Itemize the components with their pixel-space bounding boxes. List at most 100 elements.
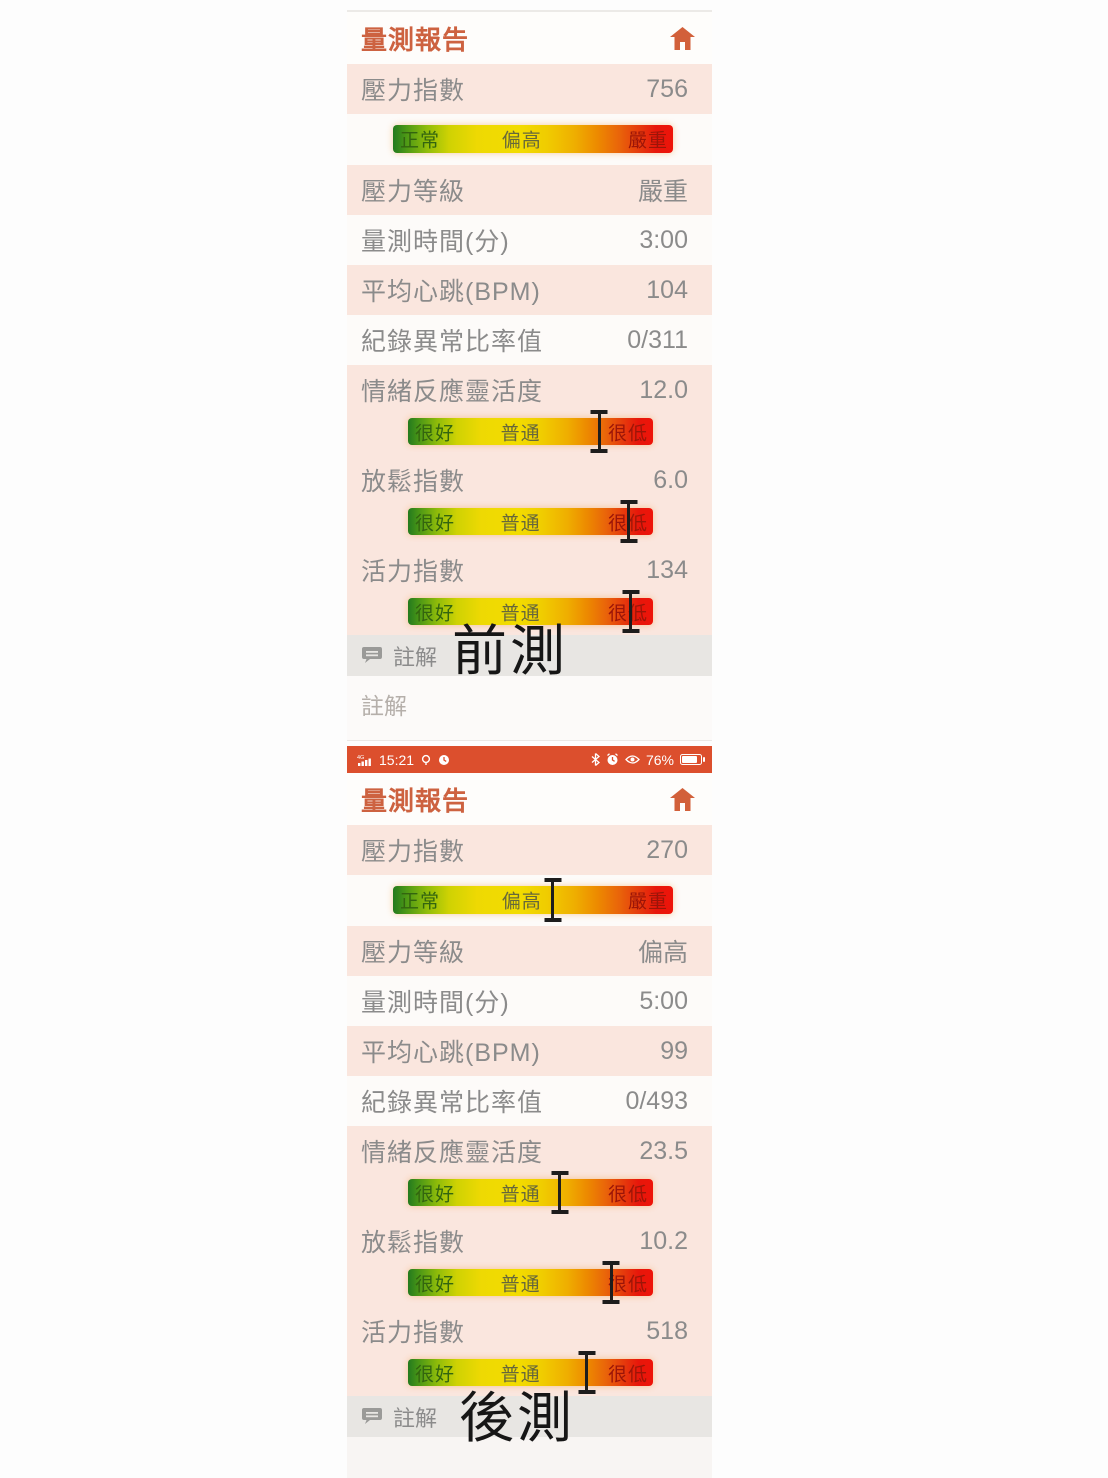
clock-notification-icon: [438, 754, 450, 766]
scale-label-good: 很好: [415, 1364, 456, 1385]
annotation-input[interactable]: [347, 1437, 712, 1478]
pressure-scale-bar: 正常 偏高 嚴重: [393, 125, 673, 153]
scale-label-normal: 普通: [500, 1274, 541, 1295]
emotion-indices-section: 情緒反應靈活度 12.0 很好 普通 很低 放鬆指數 6.0: [347, 365, 712, 635]
status-time: 15:21: [379, 751, 415, 768]
metric-label: 活力指數: [361, 558, 466, 586]
metric-value: 0/311: [627, 325, 688, 354]
scale-label-good: 很好: [415, 603, 456, 624]
scale-label-severe: 嚴重: [627, 130, 668, 152]
metric-value: 0/493: [625, 1086, 688, 1115]
emotion-scale-bar: 很好 普通 很低: [408, 500, 653, 543]
metric-row-duration: 量測時間(分) 5:00: [347, 976, 712, 1026]
status-bar-left: 4G 15:21: [357, 752, 450, 768]
home-icon: [670, 787, 695, 811]
metric-value: 5:00: [639, 986, 688, 1015]
home-button[interactable]: [669, 787, 696, 812]
battery-icon: [680, 754, 705, 765]
report-pretest: 量測報告 壓力指數 756 正常 偏高 嚴重 壓力等級: [347, 10, 712, 741]
scale-label-normal: 普通: [500, 1184, 541, 1205]
scale-marker: [622, 590, 640, 633]
metric-label: 壓力等級: [361, 178, 466, 206]
battery-fill: [682, 756, 698, 763]
emotion-scale-section: 很好 普通 很低: [347, 1171, 712, 1216]
emotion-scale-bar: 很好 普通 很低: [408, 1351, 653, 1394]
metric-value: 104: [646, 275, 688, 304]
metric-value: 6.0: [653, 465, 688, 494]
annotation-button[interactable]: 註解: [347, 635, 712, 676]
scale-label-good: 很好: [415, 423, 456, 444]
metric-row-relaxation: 放鬆指數 6.0: [347, 455, 712, 505]
metric-label: 平均心跳(BPM): [361, 278, 541, 306]
signal-strength-icon: 4G: [357, 754, 373, 766]
metric-label: 壓力等級: [361, 939, 466, 967]
pretest-overlay-label: 前測: [452, 620, 569, 682]
scale-marker: [544, 878, 562, 922]
alarm-clock-icon: [606, 753, 619, 766]
status-bar-right: 76%: [591, 751, 705, 768]
speech-bubble-icon: [362, 647, 382, 663]
scale-label-severe: 嚴重: [627, 891, 668, 913]
annotation-input[interactable]: 註解: [347, 676, 712, 741]
metric-row-pressure-index: 壓力指數 270: [347, 825, 712, 875]
pressure-scale-bar: 正常 偏高 嚴重: [393, 878, 673, 922]
emotion-scale-section: 很好 普通 很低: [347, 1261, 712, 1306]
home-button[interactable]: [669, 26, 696, 51]
metric-value: 12.0: [639, 375, 688, 404]
metric-label: 量測時間(分): [361, 989, 510, 1017]
metric-value: 270: [646, 835, 688, 864]
emotion-scale-section: 很好 普通 很低: [347, 590, 712, 635]
annotation-label: 註解: [393, 644, 438, 670]
scale-label-normal: 正常: [400, 130, 441, 152]
home-icon: [670, 26, 695, 50]
metric-row-emotion-flexibility: 情緒反應靈活度 23.5: [347, 1126, 712, 1176]
metric-label: 壓力指數: [361, 77, 466, 105]
metric-value: 3:00: [639, 225, 688, 254]
screen-record-icon: [420, 754, 432, 766]
scale-marker: [590, 410, 608, 453]
emotion-scale-bar: 很好 普通 很低: [408, 1171, 653, 1214]
scale-label-low: 很低: [607, 1184, 648, 1205]
scale-label-good: 很好: [415, 1274, 456, 1295]
scale-label-high: 偏高: [501, 891, 542, 913]
scale-label-low: 很低: [607, 1364, 648, 1385]
metric-value: 756: [646, 74, 688, 103]
metric-row-pressure-level: 壓力等級 偏高: [347, 926, 712, 976]
metric-row-abnormal-ratio: 紀錄異常比率值 0/311: [347, 315, 712, 365]
metric-label: 活力指數: [361, 1319, 466, 1347]
speech-bubble-icon: [362, 1408, 382, 1424]
metric-value: 99: [660, 1036, 688, 1065]
emotion-scale-section: 很好 普通 很低: [347, 500, 712, 545]
app-header: 量測報告: [347, 12, 712, 64]
metric-row-heart-rate: 平均心跳(BPM) 104: [347, 265, 712, 315]
metric-row-heart-rate: 平均心跳(BPM) 99: [347, 1026, 712, 1076]
eye-comfort-icon: [625, 754, 640, 765]
metric-row-pressure-level: 壓力等級 嚴重: [347, 165, 712, 215]
metric-label: 情緒反應靈活度: [361, 1139, 544, 1167]
metric-row-emotion-flexibility: 情緒反應靈活度 12.0: [347, 365, 712, 415]
metric-label: 放鬆指數: [361, 468, 466, 496]
emotion-scale-section: 很好 普通 很低: [347, 410, 712, 455]
scale-label-normal: 普通: [500, 1364, 541, 1385]
scale-label-good: 很好: [415, 1184, 456, 1205]
posttest-overlay-label: 後測: [459, 1387, 576, 1449]
scale-marker: [578, 1351, 596, 1394]
scale-label-normal: 普通: [500, 513, 541, 534]
annotation-label: 註解: [393, 1405, 438, 1431]
metric-row-relaxation: 放鬆指數 10.2: [347, 1216, 712, 1266]
app-column: 量測報告 壓力指數 756 正常 偏高 嚴重 壓力等級: [347, 10, 712, 1478]
metric-label: 放鬆指數: [361, 1229, 466, 1257]
annotation-button[interactable]: 註解: [347, 1396, 712, 1437]
metric-value: 518: [646, 1316, 688, 1345]
scale-label-high: 偏高: [501, 130, 542, 152]
scale-marker: [602, 1261, 620, 1304]
scale-label-good: 很好: [415, 513, 456, 534]
metric-value: 23.5: [639, 1136, 688, 1165]
page-title: 量測報告: [361, 24, 470, 55]
battery-percent-label: 76%: [645, 751, 674, 768]
metric-value: 10.2: [639, 1226, 688, 1255]
metric-value: 嚴重: [637, 178, 688, 206]
emotion-scale-bar: 很好 普通 很低: [408, 1261, 653, 1304]
scale-label-normal: 普通: [500, 603, 541, 624]
metric-label: 壓力指數: [361, 838, 466, 866]
